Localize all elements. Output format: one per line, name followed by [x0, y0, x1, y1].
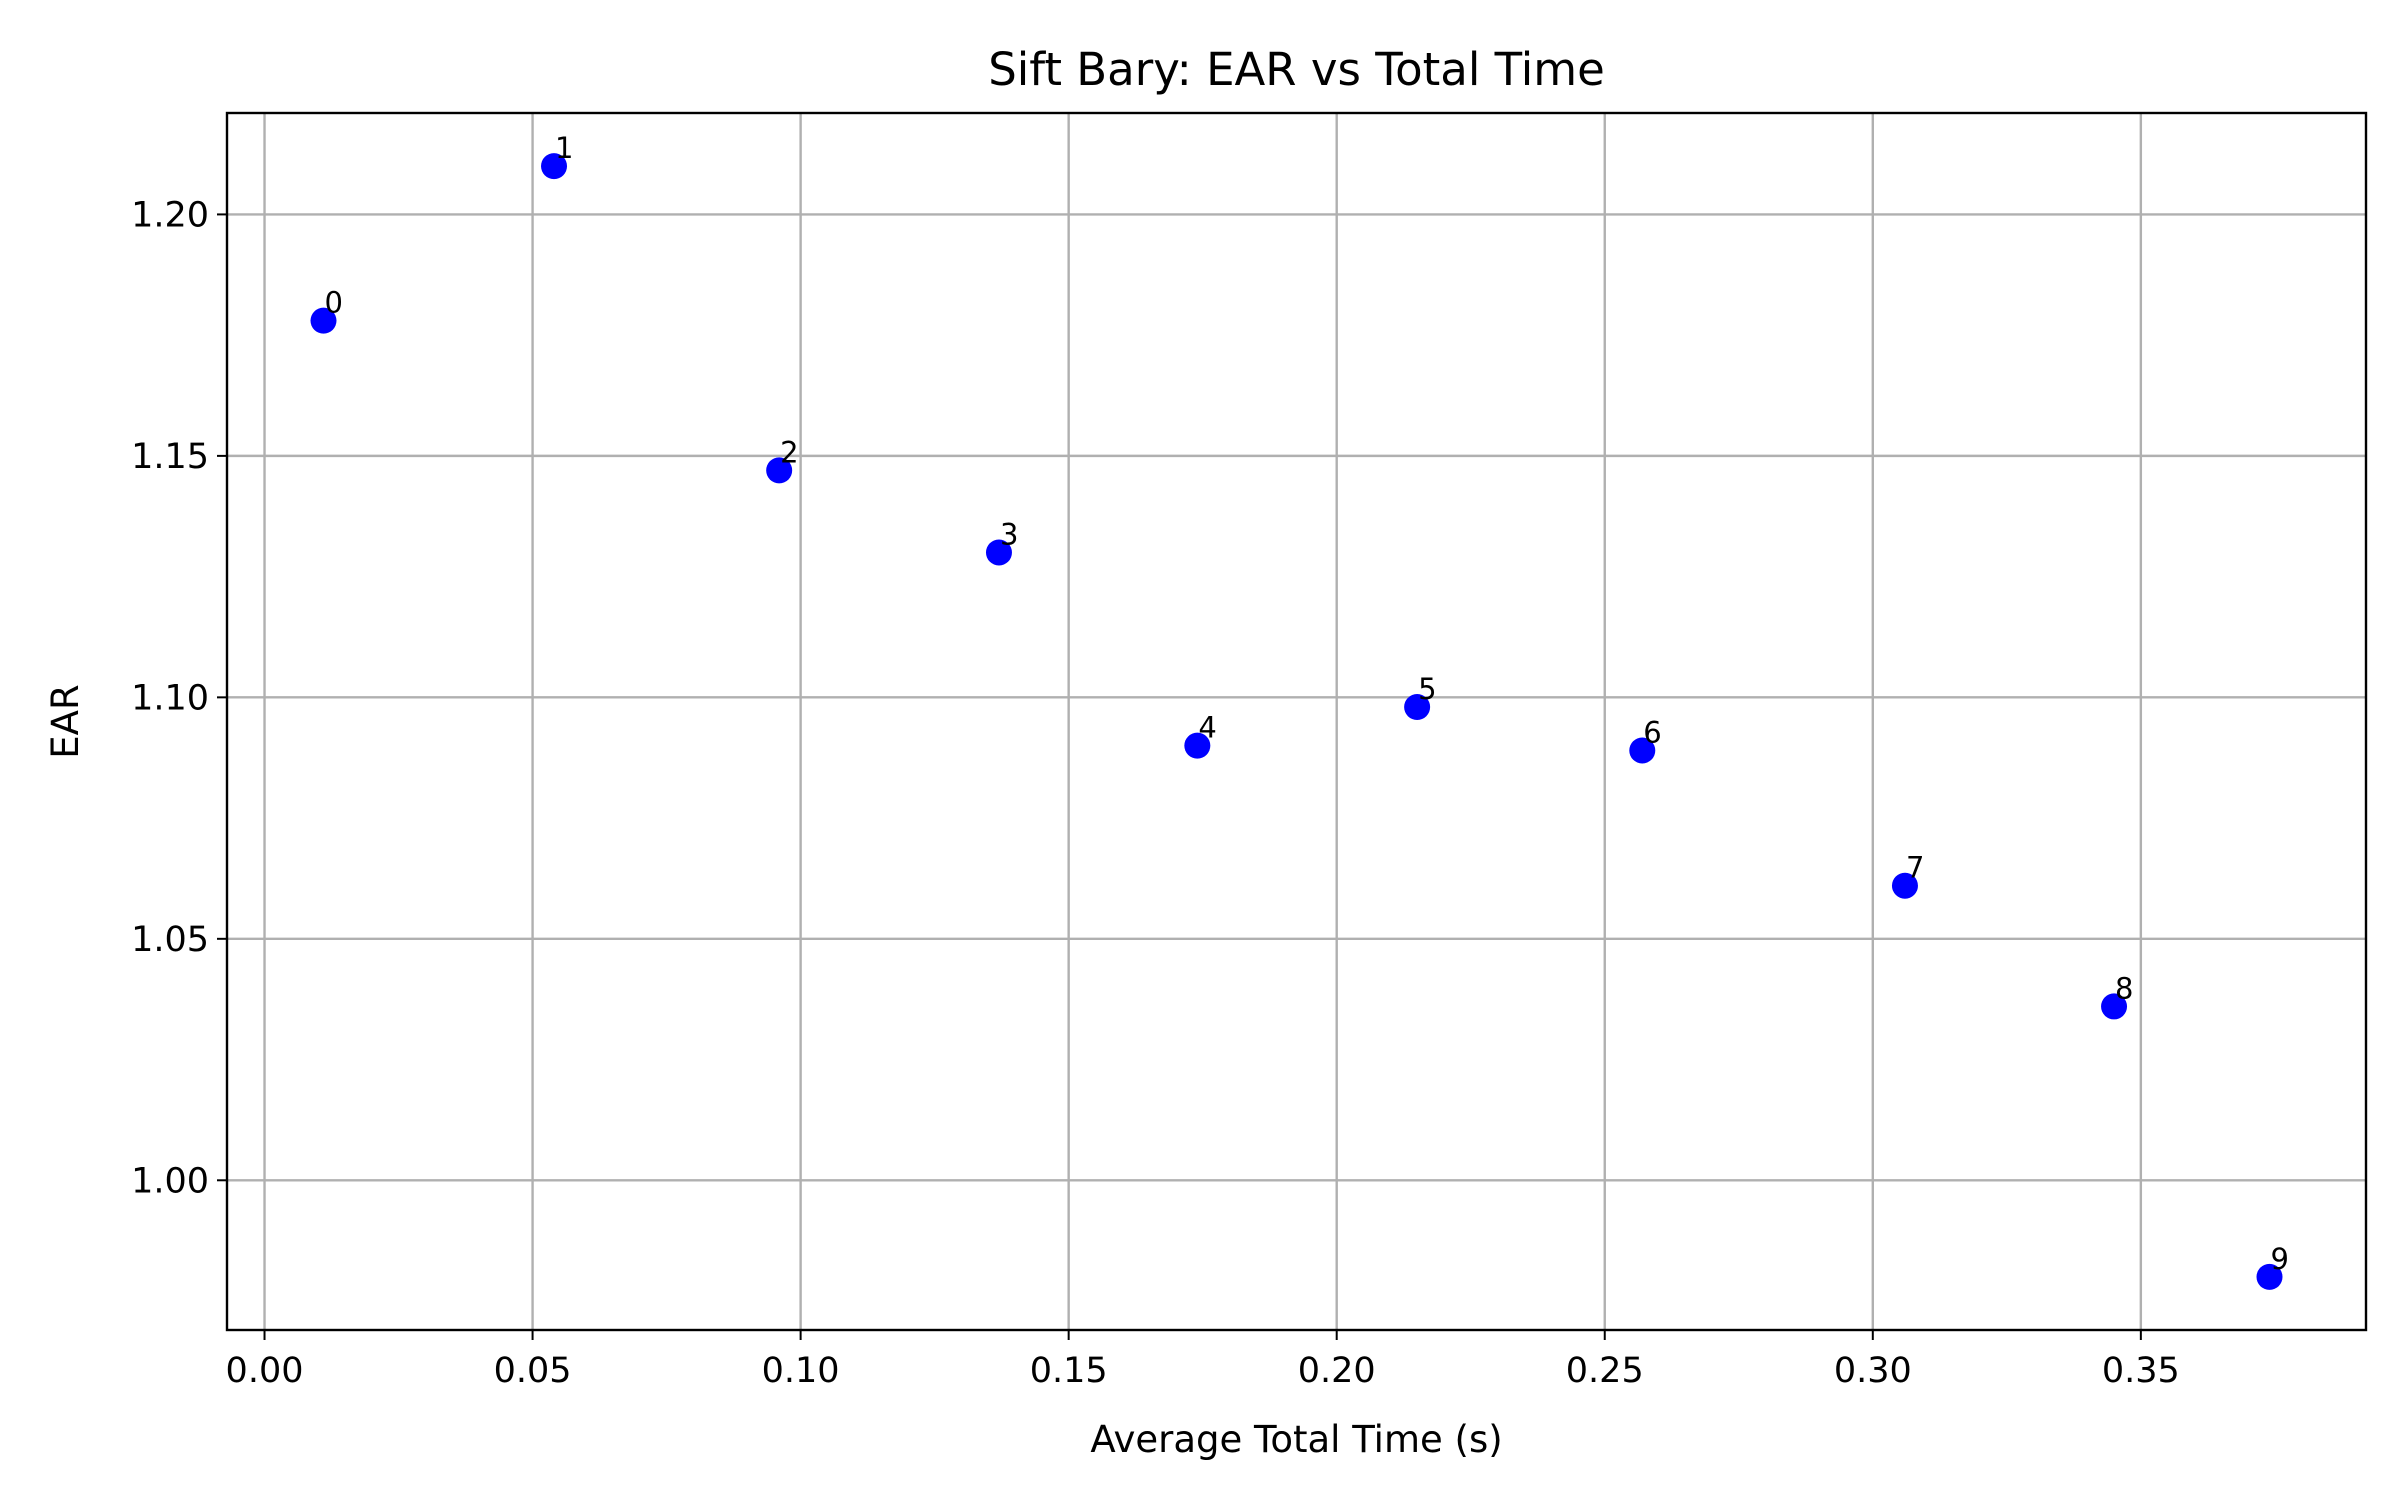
plot-frame — [225, 111, 2368, 1332]
point-label: 9 — [2271, 1242, 2289, 1276]
point-label: 8 — [2115, 971, 2133, 1005]
point-label: 7 — [1906, 851, 1924, 885]
y-tick-label: 1.05 — [131, 920, 209, 960]
data-point — [766, 457, 793, 484]
point-label: 2 — [780, 435, 798, 469]
data-point — [985, 539, 1012, 566]
axis-ticks: 0.00 0.05 0.10 0.15 0.20 0.25 0.30 0.35 1.00 1.05… — [131, 195, 2180, 1391]
x-tick-label: 0.15 — [1030, 1351, 1108, 1391]
point-label: 1 — [555, 131, 573, 165]
y-tick-label: 1.10 — [131, 678, 209, 718]
data-point — [1891, 872, 1918, 899]
x-tick-label: 0.10 — [762, 1351, 840, 1391]
point-label: 0 — [324, 286, 342, 320]
data-point — [310, 307, 337, 334]
data-point — [1404, 694, 1431, 721]
chart-title: Sift Bary: EAR vs Total Time — [988, 43, 1605, 96]
data-point — [541, 153, 568, 180]
data-point — [1629, 737, 1656, 764]
data-point — [2101, 993, 2128, 1020]
y-tick-label: 1.00 — [131, 1161, 209, 1201]
x-tick-label: 0.00 — [226, 1351, 304, 1391]
x-tick-label: 0.20 — [1298, 1351, 1376, 1391]
data-points: 0 1 2 3 4 5 6 7 8 9 — [310, 131, 2289, 1290]
grid — [227, 113, 2366, 1330]
point-label: 4 — [1198, 711, 1216, 745]
x-tick-label: 0.35 — [2102, 1351, 2180, 1391]
x-tick-label: 0.25 — [1566, 1351, 1644, 1391]
x-axis-label: Average Total Time (s) — [1090, 1418, 1502, 1461]
y-tick-label: 1.20 — [131, 195, 209, 235]
y-tick-label: 1.15 — [131, 437, 209, 477]
data-point — [1184, 732, 1211, 759]
x-tick-label: 0.30 — [1834, 1351, 1912, 1391]
point-label: 5 — [1418, 672, 1436, 706]
x-tick-label: 0.05 — [494, 1351, 572, 1391]
point-label: 3 — [1000, 517, 1018, 551]
y-axis-label: EAR — [44, 684, 87, 758]
data-point — [2256, 1263, 2283, 1290]
point-label: 6 — [1643, 715, 1661, 749]
